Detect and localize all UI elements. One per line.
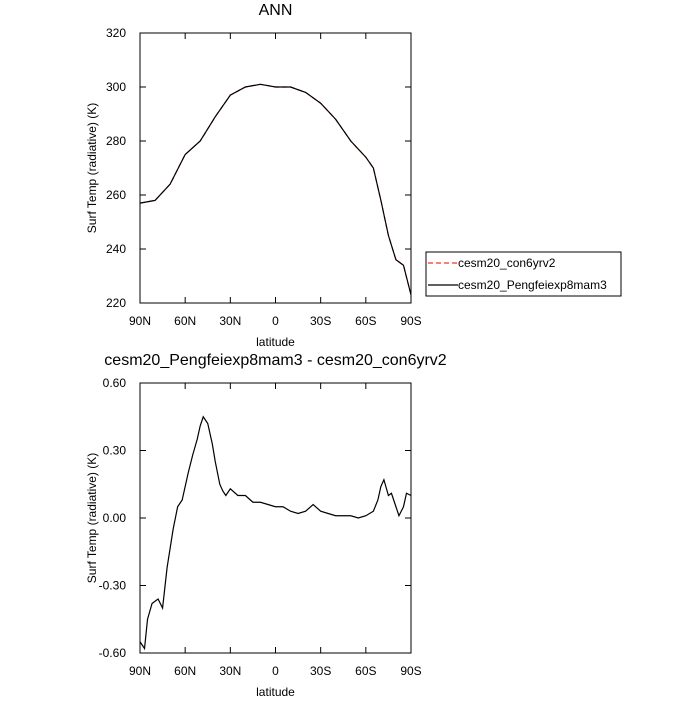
- x-tick-label: 60S: [355, 664, 376, 678]
- chart-title: cesm20_Pengfeiexp8mam3 - cesm20_con6yrv2: [104, 352, 447, 369]
- y-tick-label: 260: [106, 188, 126, 202]
- x-tick-label: 30S: [310, 664, 331, 678]
- x-axis-label: latitude: [256, 685, 295, 699]
- x-tick-label: 90S: [400, 664, 421, 678]
- plot-frame: [139, 382, 412, 654]
- y-tick-label: 220: [106, 296, 126, 310]
- legend-label: cesm20_Pengfeiexp8mam3: [458, 278, 607, 292]
- legend-box: [425, 251, 622, 297]
- x-tick-label: 90N: [129, 664, 151, 678]
- y-axis-label: Surf Temp (radiative) (K): [85, 103, 99, 233]
- data-line: [139, 415, 412, 651]
- y-tick-label: 0.60: [103, 376, 127, 390]
- x-tick-label: 90S: [400, 314, 421, 328]
- y-tick-label: -0.60: [99, 646, 127, 660]
- data-line: [139, 83, 412, 296]
- y-axis-label: Surf Temp (radiative) (K): [85, 453, 99, 583]
- legend-label: cesm20_con6yrv2: [458, 256, 556, 270]
- y-tick-label: -0.30: [99, 579, 127, 593]
- x-tick-label: 30N: [219, 664, 241, 678]
- x-tick-label: 30S: [310, 314, 331, 328]
- y-tick-label: 300: [106, 80, 126, 94]
- y-tick-label: 280: [106, 134, 126, 148]
- x-tick-label: 60N: [174, 664, 196, 678]
- x-axis-label: latitude: [256, 335, 295, 349]
- y-tick-label: 0.30: [103, 444, 127, 458]
- y-tick-label: 240: [106, 242, 126, 256]
- chart-title: ANN: [259, 2, 293, 19]
- x-tick-label: 0: [272, 314, 279, 328]
- y-tick-label: 320: [106, 26, 126, 40]
- plot-frame: [139, 32, 412, 304]
- y-tick-label: 0.00: [103, 511, 127, 525]
- data-line: [139, 83, 412, 296]
- x-tick-label: 90N: [129, 314, 151, 328]
- x-tick-label: 60S: [355, 314, 376, 328]
- x-tick-label: 0: [272, 664, 279, 678]
- x-tick-label: 60N: [174, 314, 196, 328]
- x-tick-label: 30N: [219, 314, 241, 328]
